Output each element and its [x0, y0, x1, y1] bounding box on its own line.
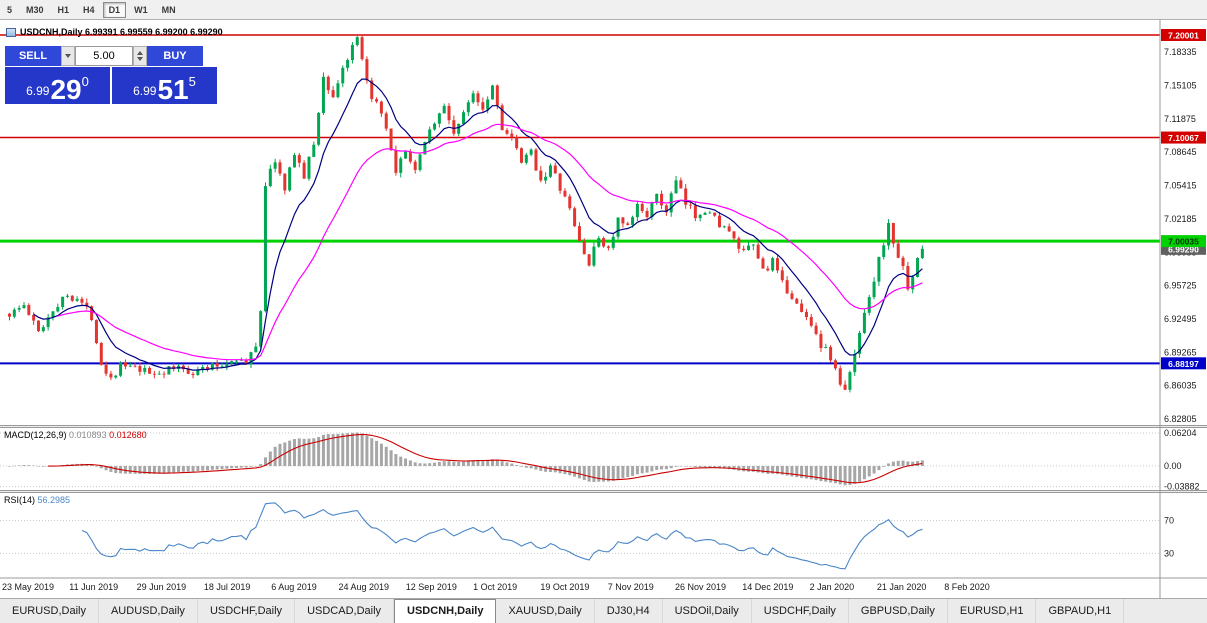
price-badge-label: 6.88197 [1168, 359, 1199, 369]
indicator-line [48, 433, 923, 484]
date-axis-label: 23 May 2019 [2, 582, 54, 592]
price-badge [1161, 235, 1206, 248]
price-badge-label: 7.00035 [1168, 237, 1199, 247]
date-axis-label: 1 Oct 2019 [473, 582, 517, 592]
price-axis-label: 6.89265 [1164, 347, 1197, 357]
volume-spinner[interactable] [133, 46, 147, 66]
date-axis-label: 29 Jun 2019 [137, 582, 187, 592]
date-axis-label: 18 Jul 2019 [204, 582, 251, 592]
date-axis-label: 6 Aug 2019 [271, 582, 317, 592]
symbol-tab-usdcnh-daily[interactable]: USDCNH,Daily [394, 599, 497, 623]
chart-title: USDCNH,Daily 6.99391 6.99559 6.99200 6.9… [6, 27, 223, 37]
price-axis-label: 7.05415 [1164, 181, 1197, 191]
chart-title-text: USDCNH,Daily 6.99391 6.99559 6.99200 6.9… [20, 27, 223, 37]
price-badge [1161, 131, 1206, 144]
price-axis-label: 6.92495 [1164, 314, 1197, 324]
date-axis-label: 24 Aug 2019 [339, 582, 390, 592]
price-axis-label: 6.82805 [1164, 414, 1197, 424]
macd-axis-label: 0.00 [1164, 461, 1182, 471]
volume-dropdown[interactable] [61, 46, 75, 66]
sell-price-sup: 0 [81, 74, 89, 89]
timeframe-button-w1[interactable]: W1 [128, 2, 154, 18]
symbol-tab-dj30-h4[interactable]: DJ30,H4 [595, 599, 663, 623]
price-chart[interactable]: 7.18335 7.15105 7.11875 7.08645 7.05415 7.021… [0, 20, 1207, 598]
buy-price-button[interactable]: 6.99 51 5 [112, 67, 217, 104]
timeframe-toolbar: 5 M30 H1 H4 D1 W1 MN [0, 0, 1207, 20]
price-badge [1161, 29, 1206, 41]
date-axis-label: 11 Jun 2019 [69, 582, 118, 592]
date-axis-label: 12 Sep 2019 [406, 582, 457, 592]
symbol-tab-usdchf-daily[interactable]: USDCHF,Daily [198, 599, 296, 623]
date-axis-label: 26 Nov 2019 [675, 582, 726, 592]
symbol-tab-eurusd-h1[interactable]: EURUSD,H1 [948, 599, 1037, 623]
timeframe-button-m30[interactable]: M30 [20, 2, 50, 18]
date-axis-label: 14 Dec 2019 [742, 582, 793, 592]
spinner-up-icon [137, 51, 143, 55]
symbol-tab-usdcad-daily[interactable]: USDCAD,Daily [295, 599, 395, 623]
macd-axis-label: 0.06204 [1164, 428, 1197, 438]
sell-price-prefix: 6.99 [26, 84, 50, 98]
price-axis-label: 7.15105 [1164, 81, 1197, 91]
buy-price-sup: 5 [188, 74, 196, 89]
symbol-tab-xauusd-daily[interactable]: XAUUSD,Daily [496, 599, 595, 623]
symbol-tab-gbpusd-daily[interactable]: GBPUSD,Daily [849, 599, 948, 623]
sell-price-button[interactable]: 6.99 29 0 [5, 67, 110, 104]
price-badge-label: 7.10067 [1168, 133, 1199, 143]
timeframe-button-h4[interactable]: H4 [77, 2, 101, 18]
date-axis-label: 21 Jan 2020 [877, 582, 927, 592]
pane-separator[interactable] [0, 490, 1207, 493]
price-axis-label: 6.95725 [1164, 281, 1197, 291]
price-axis-label: 6.86035 [1164, 381, 1197, 391]
buy-button[interactable]: BUY [147, 46, 203, 66]
date-axis-label: 2 Jan 2020 [810, 582, 855, 592]
indicator-line [33, 78, 923, 371]
rsi-label: RSI(14) 56.2985 [4, 495, 70, 505]
date-axis-label: 8 Feb 2020 [944, 582, 990, 592]
sell-price-big: 29 [50, 74, 82, 106]
pane-separator[interactable] [0, 425, 1207, 428]
indicator-line [81, 502, 923, 570]
price-badge-label: 6.99290 [1168, 244, 1199, 254]
price-axis-label: 7.11875 [1164, 114, 1196, 124]
symbol-tab-audusd-daily[interactable]: AUDUSD,Daily [99, 599, 198, 623]
spinner-down-icon [137, 57, 143, 61]
sell-button[interactable]: SELL [5, 46, 61, 66]
macd-axis-label: -0.03882 [1164, 482, 1200, 492]
rsi-axis-label: 30 [1164, 548, 1174, 558]
chevron-down-icon [65, 54, 71, 58]
timeframe-button-d1[interactable]: D1 [102, 1, 127, 18]
symbol-tab-usdoil-daily[interactable]: USDOil,Daily [663, 599, 752, 623]
price-axis-label: 7.02185 [1164, 214, 1197, 224]
timeframe-button-h1[interactable]: H1 [52, 2, 76, 18]
timeframe-button-mn[interactable]: MN [156, 2, 182, 18]
symbol-tab-eurusd-daily[interactable]: EURUSD,Daily [0, 599, 99, 623]
symbol-tab-gbpaud-h1[interactable]: GBPAUD,H1 [1036, 599, 1125, 623]
buy-price-prefix: 6.99 [133, 84, 157, 98]
price-axis-label: 7.18335 [1164, 47, 1197, 57]
price-axis-label: 7.08645 [1164, 147, 1197, 157]
timeframe-button-5[interactable]: 5 [1, 2, 18, 18]
date-axis-label: 19 Oct 2019 [540, 582, 589, 592]
date-axis-label: 7 Nov 2019 [608, 582, 654, 592]
volume-input[interactable] [75, 46, 133, 66]
price-badge [1161, 357, 1206, 370]
symbol-tab-usdchf-daily[interactable]: USDCHF,Daily [752, 599, 849, 623]
buy-price-big: 51 [157, 74, 189, 106]
indicator-line [57, 123, 923, 361]
chart-icon [6, 27, 16, 37]
price-badge-label: 7.20001 [1168, 31, 1199, 41]
symbol-tab-bar: EURUSD,Daily AUDUSD,Daily USDCHF,Daily USDC… [0, 598, 1207, 623]
rsi-axis-label: 70 [1164, 516, 1174, 526]
macd-label: MACD(12,26,9) 0.010893 0.012680 [4, 430, 147, 440]
